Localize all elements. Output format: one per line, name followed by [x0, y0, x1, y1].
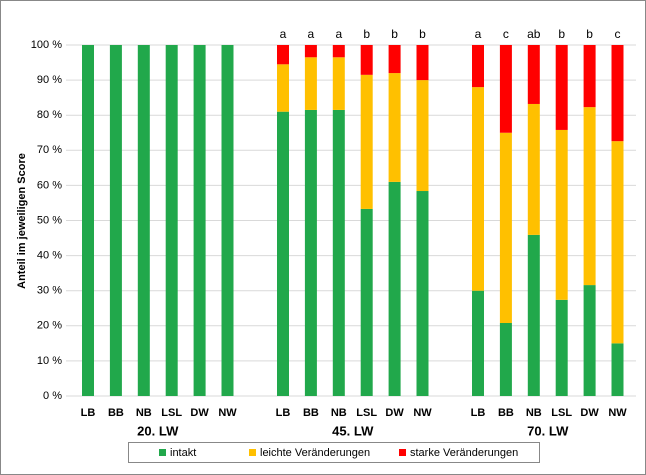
x-tick-label: BB: [498, 407, 514, 419]
bar-segment: [499, 132, 512, 323]
legend-label: starke Veränderungen: [410, 447, 518, 459]
significance-letter: ab: [527, 27, 541, 41]
bar-segment: [416, 80, 429, 192]
x-tick-label: NB: [331, 407, 347, 419]
y-tick-label: 80 %: [37, 109, 62, 121]
bar-segment: [472, 45, 484, 88]
bar-segment: [555, 299, 568, 396]
group-label: 45. LW: [332, 423, 374, 438]
bar-segment: [527, 234, 540, 396]
y-tick-label: 70 %: [37, 144, 62, 156]
y-tick-label: 50 %: [37, 214, 62, 226]
bar-segment: [499, 322, 512, 396]
y-tick-label: 90 %: [37, 74, 62, 86]
bar-segment: [527, 103, 540, 235]
bar-segment: [472, 290, 484, 396]
bar-segment: [277, 111, 289, 396]
legend-label: leichte Veränderungen: [260, 447, 370, 459]
legend-label: intakt: [170, 447, 196, 459]
bar-segment: [304, 109, 317, 396]
bar-segment: [193, 45, 206, 396]
x-tick-label: DW: [580, 407, 599, 419]
x-tick-label: BB: [303, 407, 319, 419]
x-tick-label: NB: [136, 407, 152, 419]
x-tick-label: LSL: [551, 407, 572, 419]
bar-segment: [109, 45, 122, 396]
y-tick-label: 30 %: [37, 285, 62, 297]
x-tick-label: NW: [218, 407, 237, 419]
bar-segment: [499, 45, 512, 133]
bar-segment: [388, 45, 401, 74]
bar-segment: [611, 45, 624, 142]
legend-swatch: [249, 449, 256, 456]
significance-letter: a: [475, 27, 482, 41]
group-label: 70. LW: [527, 423, 569, 438]
x-tick-label: LSL: [161, 407, 182, 419]
x-tick-label: LB: [81, 407, 96, 419]
bar-segment: [555, 129, 568, 300]
bar-segment: [277, 45, 289, 65]
y-tick-label: 60 %: [37, 179, 62, 191]
legend-swatch: [159, 449, 166, 456]
bar-segment: [416, 45, 429, 81]
y-tick-label: 40 %: [37, 250, 62, 262]
bar-segment: [360, 74, 373, 209]
legend: [128, 442, 540, 463]
bar-segment: [416, 191, 429, 396]
significance-letter: b: [363, 27, 370, 41]
bar-segment: [472, 87, 484, 291]
bar-segment: [277, 64, 289, 112]
bar-segment: [165, 45, 178, 396]
bar-segment: [388, 181, 401, 396]
bar-segment: [304, 45, 317, 58]
y-axis-title: Anteil im jeweiligen Score: [16, 153, 28, 289]
bar-segment: [221, 45, 234, 396]
group-label: 20. LW: [137, 423, 179, 438]
bar-segment: [332, 109, 345, 396]
bar-segment: [583, 45, 596, 108]
bar-segment: [583, 107, 596, 286]
bar-segment: [611, 343, 624, 396]
x-tick-label: LB: [471, 407, 486, 419]
x-tick-label: NW: [413, 407, 432, 419]
x-tick-label: DW: [385, 407, 404, 419]
bar-segment: [527, 45, 540, 104]
significance-letter: a: [308, 27, 315, 41]
bar-segment: [332, 57, 345, 110]
x-tick-label: DW: [190, 407, 209, 419]
bar-segment: [332, 45, 345, 58]
legend-swatch: [399, 449, 406, 456]
bar-segment: [360, 208, 373, 396]
significance-letter: b: [558, 27, 565, 41]
significance-letter: c: [503, 27, 509, 41]
significance-letter: c: [615, 27, 621, 41]
bar-segment: [137, 45, 150, 396]
y-tick-label: 20 %: [37, 320, 62, 332]
x-tick-label: LB: [276, 407, 291, 419]
x-tick-label: BB: [108, 407, 124, 419]
x-tick-label: LSL: [356, 407, 377, 419]
y-tick-label: 0 %: [43, 390, 62, 402]
x-tick-label: NB: [526, 407, 542, 419]
significance-letter: b: [391, 27, 398, 41]
y-tick-label: 10 %: [37, 355, 62, 367]
bar-segment: [360, 45, 373, 75]
significance-letter: b: [586, 27, 593, 41]
bar-segment: [583, 285, 596, 396]
significance-letter: b: [419, 27, 426, 41]
bar-segment: [304, 57, 317, 110]
bar-segment: [611, 141, 624, 344]
y-tick-label: 100 %: [31, 39, 62, 51]
x-tick-label: NW: [608, 407, 627, 419]
bar-segment: [555, 45, 568, 130]
bar-segment: [82, 45, 94, 396]
bar-segment: [388, 73, 401, 182]
significance-letter: a: [280, 27, 287, 41]
significance-letter: a: [335, 27, 342, 41]
